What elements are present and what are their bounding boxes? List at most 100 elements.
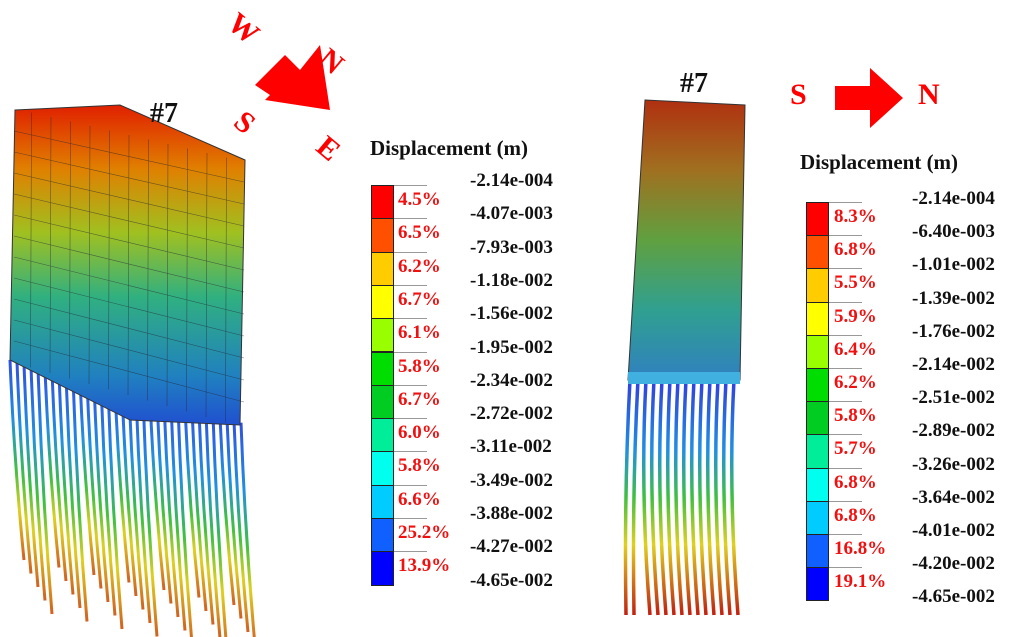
legend-percentage: 6.2% <box>398 255 441 277</box>
legend-divider <box>394 284 427 286</box>
legend-value: -3.49e-002 <box>470 469 553 491</box>
legend-color-band <box>806 202 829 237</box>
legend-color-band <box>806 235 829 270</box>
legend-color-band <box>371 218 394 253</box>
pile <box>8 359 26 561</box>
pile <box>99 384 117 616</box>
legend-value: -4.20e-002 <box>912 553 995 575</box>
mesh-line <box>166 143 169 407</box>
pile <box>57 373 75 595</box>
legend-value: -1.95e-002 <box>470 336 553 358</box>
legend-percentage: 5.8% <box>398 455 441 477</box>
mesh-line <box>127 134 130 396</box>
legend-value: -1.76e-002 <box>912 320 995 342</box>
legend-value: -1.56e-002 <box>470 303 553 325</box>
pile <box>106 386 124 630</box>
legend-divider <box>394 451 427 453</box>
mesh-line <box>225 157 227 423</box>
left-model-label: #7 <box>150 98 178 129</box>
mesh-line <box>13 340 245 403</box>
legend-divider <box>829 235 862 237</box>
pile <box>29 365 47 601</box>
legend-color-band <box>371 251 394 286</box>
legend-divider <box>829 368 862 369</box>
legend-percentage: 6.0% <box>398 422 441 444</box>
pile <box>190 409 208 612</box>
legend-divider <box>394 185 427 186</box>
pile <box>650 379 660 616</box>
pile <box>682 379 692 616</box>
legend-value: -3.88e-002 <box>470 503 553 524</box>
legend-value: -2.34e-002 <box>470 369 553 391</box>
mesh-line <box>13 172 245 227</box>
legend-percentage: 5.8% <box>398 355 441 377</box>
right-piles <box>623 379 740 616</box>
pile <box>698 379 708 616</box>
legend-divider <box>829 202 862 203</box>
pile <box>134 394 152 624</box>
pile <box>623 379 632 616</box>
legend-percentage: 4.5% <box>398 189 441 210</box>
pile <box>666 379 676 616</box>
mesh-line <box>13 319 245 381</box>
pile <box>714 379 724 616</box>
legend-color-band <box>806 268 829 303</box>
pile <box>15 361 33 574</box>
right-fem-model <box>623 99 746 616</box>
legend-divider <box>829 500 862 502</box>
pile <box>690 379 700 616</box>
legend-value: -3.64e-002 <box>912 486 995 508</box>
legend-value: -7.93e-003 <box>470 236 553 258</box>
legend-color-band <box>806 500 829 535</box>
legend-percentage: 5.5% <box>834 272 877 294</box>
legend-value: -4.07e-003 <box>470 203 553 225</box>
pile <box>658 379 668 616</box>
pile <box>71 377 89 622</box>
legend-percentage: 13.9% <box>398 555 451 577</box>
left-legend-title: Displacement (m) <box>370 136 529 160</box>
mesh-line <box>13 277 245 337</box>
legend-color-band <box>806 467 829 502</box>
legend-divider <box>829 434 862 436</box>
legend-color-band <box>371 185 394 220</box>
legend-color-band <box>371 518 394 553</box>
legend-divider <box>394 218 427 220</box>
mesh-line <box>13 235 245 293</box>
pile <box>85 380 103 589</box>
legend-value: -1.01e-002 <box>912 254 995 276</box>
left-fem-model <box>8 45 330 637</box>
legend-color-band <box>371 384 394 420</box>
legend-divider <box>829 567 862 569</box>
legend-divider <box>394 351 427 353</box>
pile <box>232 420 250 633</box>
mesh-line <box>13 151 245 205</box>
legend-color-band <box>371 551 394 586</box>
compass-arrow-icon <box>255 45 330 110</box>
legend-percentage: 5.8% <box>834 405 877 427</box>
legend-percentage: 6.7% <box>398 288 441 310</box>
pile <box>225 418 243 619</box>
legend-color-band <box>371 418 394 453</box>
legend-divider <box>394 318 427 320</box>
pile <box>92 382 110 603</box>
pile <box>141 396 159 637</box>
left-piles <box>8 359 256 637</box>
legend-value: -2.14e-004 <box>912 188 995 209</box>
legend-divider <box>829 401 862 403</box>
legend-percentage: 6.7% <box>398 388 441 410</box>
left-pier-body <box>9 104 246 426</box>
legend-color-band <box>806 434 829 469</box>
legend-percentage: 6.8% <box>834 504 877 526</box>
legend-color-band <box>371 484 394 519</box>
mesh-line <box>13 193 245 249</box>
legend-percentage: 6.5% <box>398 222 441 244</box>
pile <box>211 415 228 637</box>
pile <box>239 422 256 637</box>
direction-from-label: S <box>790 78 807 111</box>
legend-value: -2.14e-004 <box>470 170 553 191</box>
pile <box>155 399 173 604</box>
legend-percentage: 6.1% <box>398 322 441 344</box>
legend-value: -2.14e-002 <box>912 354 995 375</box>
pile <box>78 378 96 576</box>
